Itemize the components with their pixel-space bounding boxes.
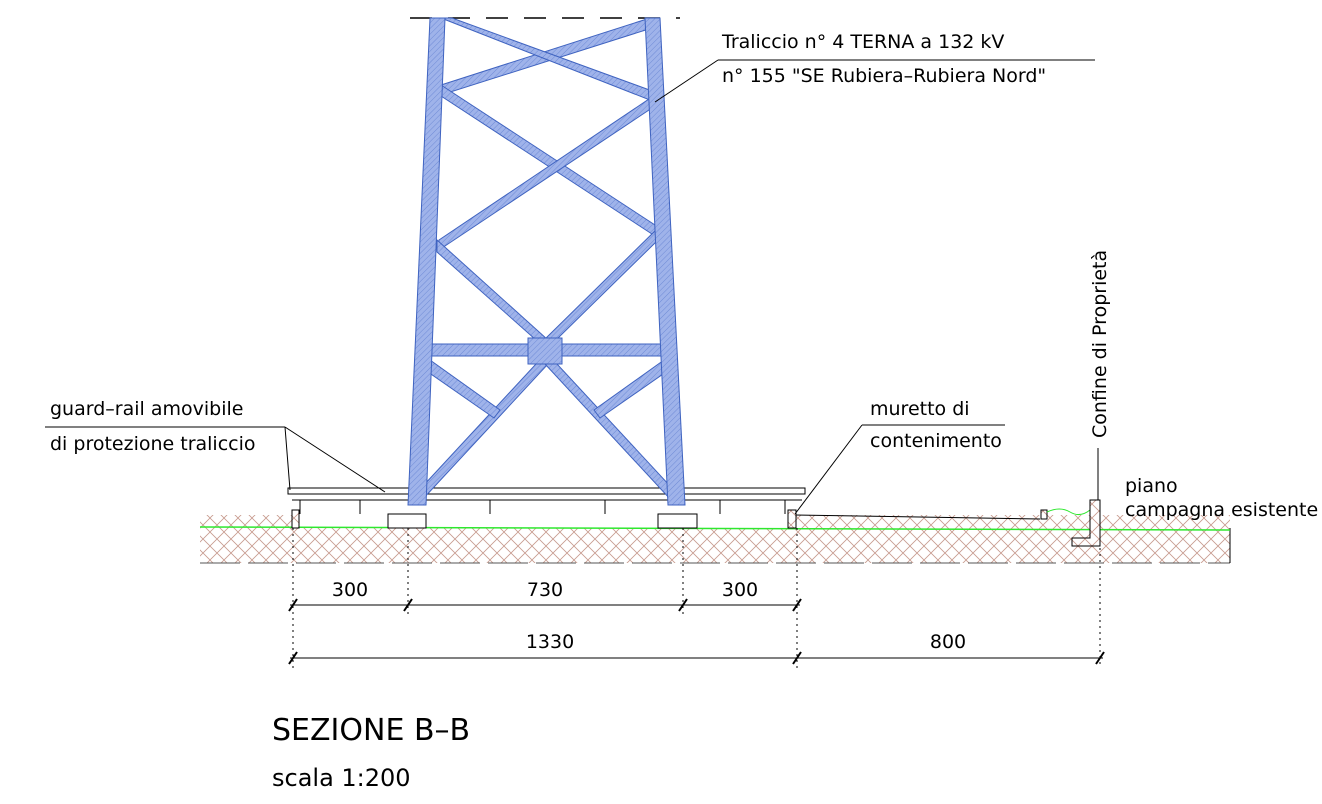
wall-label: muretto di: [870, 398, 970, 420]
tower: [407, 17, 686, 506]
boundary-label: Confine di Proprietà: [1089, 250, 1111, 438]
ground-label: piano: [1125, 475, 1178, 497]
dimension: 800: [930, 631, 966, 653]
dimensions: 300 730 300 1330 800: [288, 528, 1105, 668]
dimension: 730: [527, 579, 563, 601]
dimension: 300: [722, 579, 758, 601]
scale-label: scala 1:200: [272, 764, 411, 792]
tower-label: n° 155 "SE Rubiera–Rubiera Nord": [722, 65, 1046, 87]
guard-rail: [287, 487, 806, 514]
annotations: Traliccio n° 4 TERNA a 132 kV n° 155 "SE…: [45, 31, 1318, 521]
dimension: 1330: [526, 631, 574, 653]
wall-label: contenimento: [870, 430, 1002, 452]
section-title: SEZIONE B–B: [272, 713, 470, 748]
guardrail-label: guard–rail amovibile: [50, 398, 243, 420]
tower-label: Traliccio n° 4 TERNA a 132 kV: [721, 31, 1004, 53]
ground-label: campagna esistente: [1125, 499, 1318, 521]
dimension: 300: [332, 579, 368, 601]
guardrail-label: di protezione traliccio: [50, 433, 256, 455]
ground: [199, 499, 1231, 564]
